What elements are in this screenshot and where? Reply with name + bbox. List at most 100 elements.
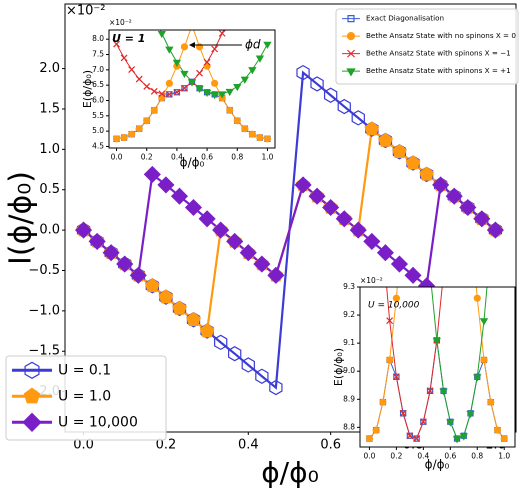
marker (120, 133, 128, 142)
marker (337, 98, 351, 115)
x-tick-label: 1.0 (498, 451, 510, 460)
marker (441, 270, 447, 276)
y-tick-label: 5.0 (92, 126, 104, 135)
y-tick-label: 8.9 (343, 394, 355, 403)
y-axis-label: I(ϕ/ϕ₀) (4, 171, 39, 265)
marker (310, 76, 324, 92)
marker (392, 373, 400, 381)
marker (248, 67, 257, 75)
y-tick-label: 8.0 (92, 34, 104, 43)
marker (365, 434, 374, 443)
marker (386, 317, 394, 325)
marker (294, 176, 312, 194)
marker (186, 312, 201, 328)
annotation: U = 10,000 (368, 301, 420, 311)
legend-label: Bethe Ansatz State with spinons X = −1 (366, 49, 511, 58)
marker (322, 198, 340, 217)
marker (426, 387, 434, 395)
axes-frame (108, 29, 276, 149)
marker (157, 30, 166, 39)
marker (404, 266, 422, 284)
x-tick-label: 0.0 (363, 451, 375, 460)
y-axis-label: E(ϕ/ϕ₀) (81, 70, 94, 108)
y-tick-label: 8.8 (343, 422, 355, 431)
marker (200, 323, 214, 339)
y-axis-label: E(ϕ/ϕ₀) (332, 348, 345, 386)
marker (413, 435, 421, 443)
x-tick-label: 0.2 (390, 451, 402, 460)
legend-label: U = 10,000 (58, 414, 138, 430)
y-offset: ×10⁻² (360, 276, 383, 285)
y-tick-label: 5.5 (92, 111, 104, 120)
marker (364, 121, 380, 136)
marker (392, 144, 407, 160)
y-tick-label: 2.0 (39, 61, 60, 76)
y-offset: ×10⁻² (109, 18, 132, 27)
marker (240, 76, 249, 84)
marker (256, 133, 264, 142)
marker (406, 155, 420, 171)
marker (143, 82, 151, 90)
marker (390, 255, 408, 273)
marker (365, 121, 379, 137)
marker (386, 356, 394, 364)
x-tick-label: 0.0 (111, 152, 123, 161)
marker (203, 58, 211, 66)
marker (74, 221, 93, 239)
y-tick-label: 6.5 (92, 80, 104, 89)
marker (407, 118, 413, 124)
marker (461, 118, 467, 124)
marker (225, 88, 234, 97)
marker (378, 132, 393, 149)
marker (199, 323, 215, 338)
marker (158, 94, 166, 102)
marker (488, 243, 494, 248)
marker (180, 43, 189, 51)
marker (446, 419, 455, 427)
marker (363, 232, 381, 250)
x-tick-label: 0.0 (73, 438, 94, 453)
marker (180, 70, 189, 79)
marker (211, 79, 219, 87)
marker (165, 90, 173, 98)
x-tick-label: 0.6 (444, 451, 456, 460)
marker (420, 184, 426, 189)
marker (324, 87, 338, 103)
marker (157, 176, 175, 194)
marker (419, 418, 427, 426)
marker (211, 45, 219, 53)
plot-area (112, 22, 272, 143)
legend-frame (335, 8, 519, 85)
y-tick-label: 0.5 (39, 182, 60, 197)
marker (445, 187, 463, 205)
marker (248, 130, 256, 138)
marker (22, 412, 42, 432)
marker (253, 255, 271, 273)
marker (116, 255, 134, 273)
x-tick-label: 0.8 (471, 451, 483, 460)
marker (447, 183, 453, 189)
y-tick-label: −1.0 (28, 303, 60, 318)
marker (195, 85, 204, 94)
inset-background (360, 287, 515, 447)
marker (143, 165, 161, 183)
x-tick-label: 0.8 (231, 152, 243, 161)
marker (181, 84, 188, 92)
marker (405, 155, 421, 170)
marker (186, 312, 201, 327)
marker (128, 66, 136, 73)
marker (189, 22, 195, 28)
y-tick-label: −1.5 (28, 344, 60, 359)
marker (233, 83, 242, 92)
marker (158, 289, 174, 304)
marker (128, 130, 136, 138)
legend-label: Bethe Ansatz State with no spinons X = 0 (366, 31, 516, 40)
marker (202, 89, 212, 98)
x-tick-label: 0.6 (320, 438, 341, 453)
marker (150, 106, 158, 114)
marker (392, 144, 407, 159)
marker (479, 318, 489, 326)
marker (228, 345, 242, 362)
